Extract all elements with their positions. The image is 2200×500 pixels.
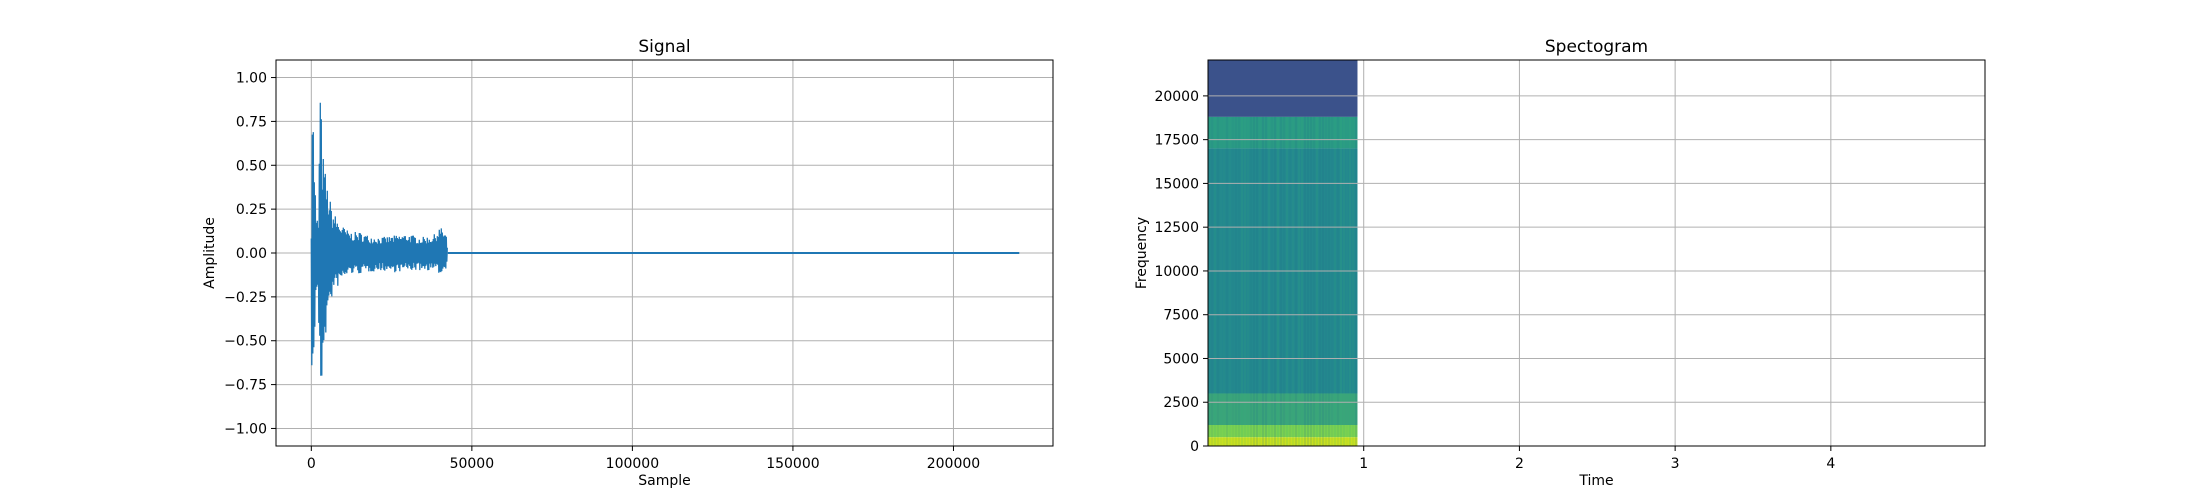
signal-y-tick-label: −0.25: [224, 290, 267, 306]
spectrogram-x-tick-label: 3: [1671, 456, 1680, 472]
spectrogram-y-tick-label: 0: [1190, 439, 1199, 455]
spectrogram-streak: [1211, 116, 1213, 446]
spectrogram-y-tick-label: 10000: [1154, 264, 1199, 280]
spectrogram-streak: [1334, 116, 1336, 446]
signal-y-tick-label: 0.25: [236, 202, 267, 218]
spectrogram-y-tick-label: 17500: [1154, 133, 1199, 149]
spectrogram-y-tick-label: 15000: [1154, 176, 1199, 192]
spectrogram-streak: [1307, 116, 1309, 446]
spectrogram-streak: [1232, 116, 1234, 446]
spectrogram-streak: [1220, 116, 1222, 446]
spectrogram-streak: [1217, 116, 1219, 446]
signal-waveform: [310, 102, 1020, 376]
spectrogram-streak: [1274, 116, 1276, 446]
spectrogram-streak: [1238, 116, 1240, 446]
spectrogram-streak: [1340, 116, 1342, 446]
spectrogram-streak: [1223, 116, 1225, 446]
spectrogram-streak: [1322, 116, 1324, 446]
spectrogram-x-tick-label: 1: [1359, 456, 1368, 472]
spectrogram-heatmap: [1208, 60, 1358, 446]
spectrogram-streak: [1253, 116, 1255, 446]
spectrogram-streak: [1259, 116, 1261, 446]
spectrogram-streak: [1256, 116, 1258, 446]
spectrogram-band: [1208, 393, 1358, 425]
spectrogram-streak: [1268, 116, 1270, 446]
spectrogram-streak: [1301, 116, 1303, 446]
spectrogram-streak: [1343, 116, 1345, 446]
spectrogram-streak: [1250, 116, 1252, 446]
spectrogram-y-tick-label: 5000: [1163, 351, 1199, 367]
signal-y-axis-label: Amplitude: [202, 217, 218, 289]
spectrogram-streak: [1286, 116, 1288, 446]
spectrogram-x-axis-label: Time: [1578, 473, 1613, 489]
spectrogram-streak: [1226, 116, 1228, 446]
spectrogram-streak: [1352, 116, 1354, 446]
spectrogram-streak: [1313, 116, 1315, 446]
signal-chart: 0 50000 100000 150000 200000 1.00 0.75 0.50 0.2…: [202, 37, 1054, 489]
spectrogram-streak: [1283, 116, 1285, 446]
signal-x-ticks: 0 50000 100000 150000 200000: [307, 446, 980, 472]
spectrogram-streak: [1208, 116, 1210, 446]
spectrogram-x-tick-label: 4: [1826, 456, 1835, 472]
spectrogram-band: [1208, 424, 1358, 438]
spectrogram-streak: [1349, 116, 1351, 446]
spectrogram-streak: [1214, 116, 1216, 446]
spectrogram-x-tick-label: 2: [1515, 456, 1524, 472]
spectrogram-streak: [1295, 116, 1297, 446]
spectrogram-streak: [1235, 116, 1237, 446]
spectrogram-y-tick-label: 2500: [1163, 395, 1199, 411]
spectrogram-streak: [1298, 116, 1300, 446]
spectrogram-y-tick-label: 20000: [1154, 89, 1199, 105]
spectrogram-y-axis-label: Frequency: [1134, 217, 1150, 289]
spectrogram-band: [1208, 60, 1358, 117]
spectrogram-streak: [1241, 116, 1243, 446]
signal-x-tick-label: 0: [307, 456, 316, 472]
spectrogram-streak: [1271, 116, 1273, 446]
spectrogram-streak: [1277, 116, 1279, 446]
spectrogram-streak: [1331, 116, 1333, 446]
spectrogram-streak: [1265, 116, 1267, 446]
spectrogram-streak: [1292, 116, 1294, 446]
spectrogram-y-ticks: 0 2500 5000 7500 10000 12500 15000 17500 20000: [1154, 89, 1208, 455]
signal-x-tick-label: 200000: [927, 456, 980, 472]
signal-y-tick-label: 1.00: [236, 71, 267, 87]
spectrogram-y-tick-label: 12500: [1154, 220, 1199, 236]
spectrogram-streak: [1244, 116, 1246, 446]
spectrogram-streak: [1289, 116, 1291, 446]
spectrogram-streak: [1310, 116, 1312, 446]
signal-y-tick-label: −0.50: [224, 334, 267, 350]
spectrogram-y-tick-label: 7500: [1163, 308, 1199, 324]
signal-y-tick-label: 0.00: [236, 246, 267, 262]
spectrogram-streak: [1337, 116, 1339, 446]
signal-x-tick-label: 100000: [606, 456, 659, 472]
spectrogram-streak: [1319, 116, 1321, 446]
signal-y-tick-label: −0.75: [224, 378, 267, 394]
spectrogram-x-ticks: 1 2 3 4: [1359, 446, 1835, 472]
spectrogram-streak: [1262, 116, 1264, 446]
signal-x-axis-label: Sample: [638, 473, 691, 489]
signal-y-ticks: 1.00 0.75 0.50 0.25 0.00 −0.25 −0.50 −0.75 −1.00: [224, 71, 276, 437]
signal-y-tick-label: −1.00: [224, 421, 267, 437]
spectrogram-band: [1208, 437, 1358, 446]
signal-x-tick-label: 50000: [450, 456, 495, 472]
signal-y-tick-label: 0.75: [236, 114, 267, 130]
spectrogram-streak: [1316, 116, 1318, 446]
signal-waveform-line: [310, 102, 448, 376]
spectrogram-title: Spectogram: [1545, 37, 1648, 57]
spectrogram-streak: [1355, 116, 1357, 446]
signal-x-tick-label: 150000: [766, 456, 819, 472]
spectrogram-streak: [1325, 116, 1327, 446]
spectrogram-streak: [1328, 116, 1330, 446]
spectrogram-streak: [1304, 116, 1306, 446]
spectrogram-streak: [1247, 116, 1249, 446]
spectrogram-streak: [1229, 116, 1231, 446]
spectrogram-axes-frame: [1207, 59, 1986, 447]
spectrogram-band: [1208, 116, 1358, 149]
signal-title: Signal: [638, 37, 690, 57]
spectrogram-chart: 1 2 3 4 0 2500 5000 7500 10000 12500 15000 17500 20…: [1134, 37, 1986, 489]
spectrogram-streak: [1346, 116, 1348, 446]
signal-y-tick-label: 0.50: [236, 158, 267, 174]
spectrogram-streak: [1280, 116, 1282, 446]
